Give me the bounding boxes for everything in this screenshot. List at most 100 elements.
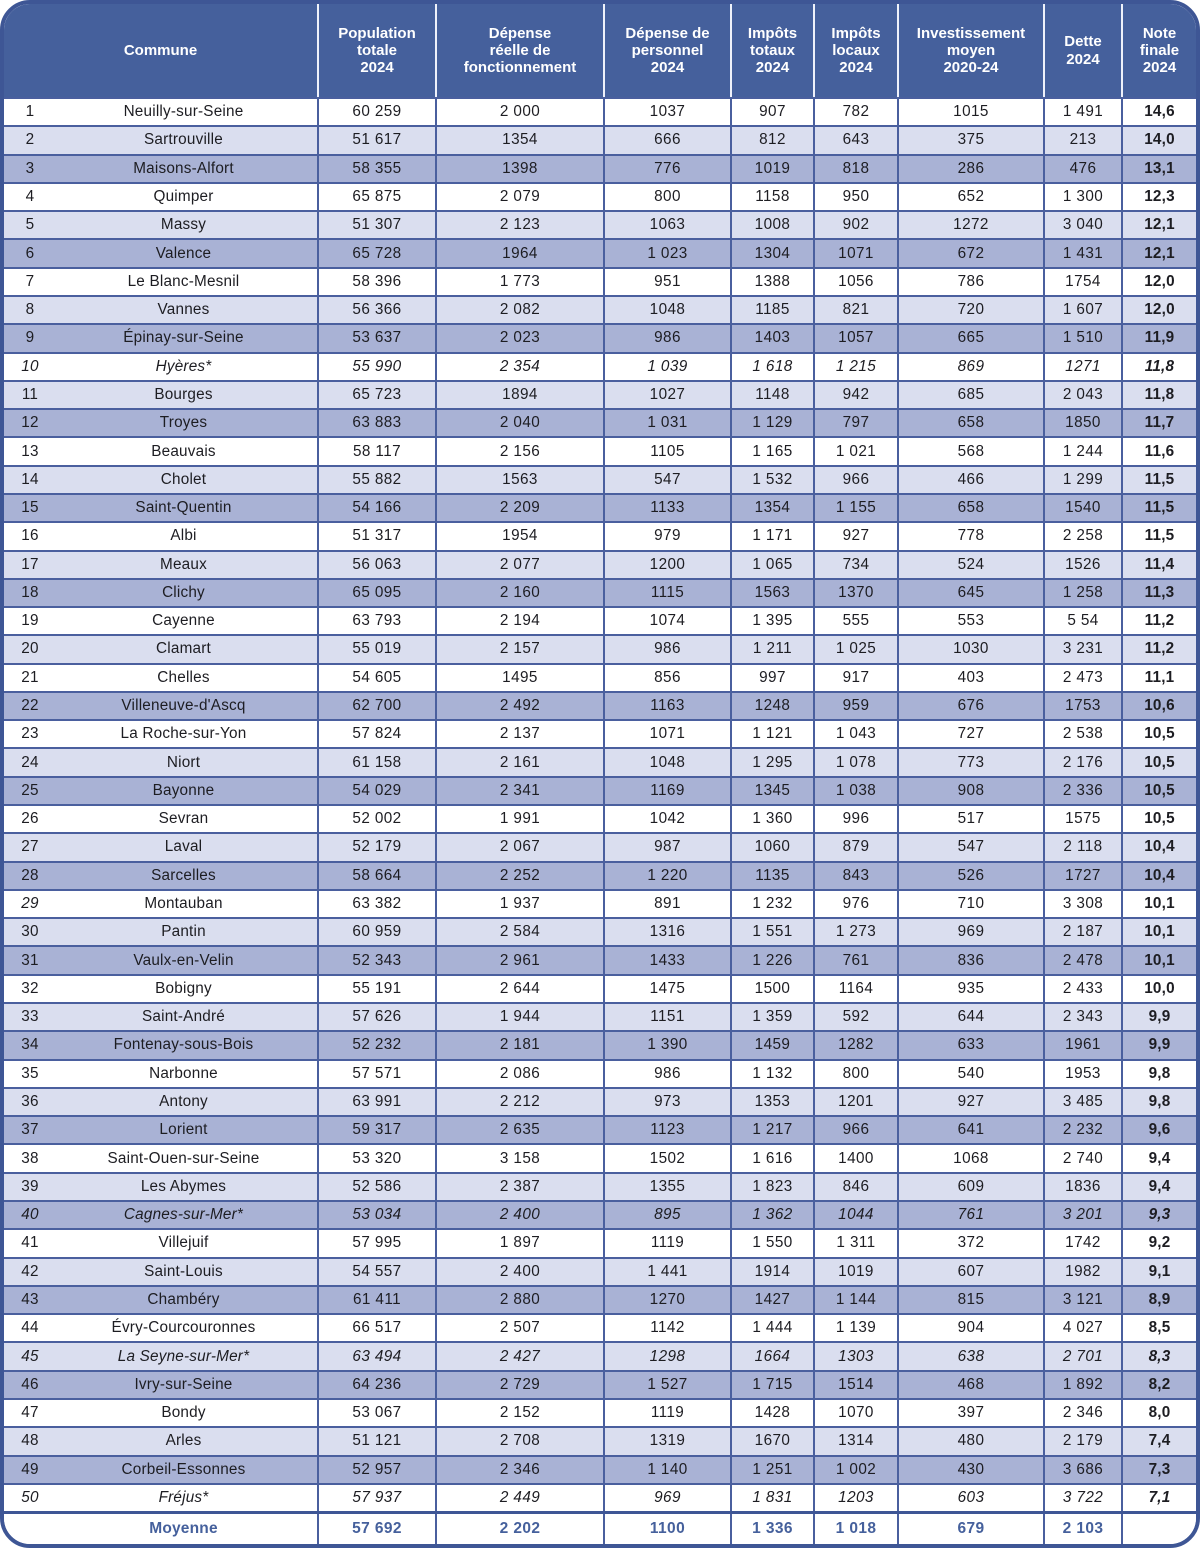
depense-reelle-cell: 2 341 bbox=[437, 777, 605, 805]
population-cell: 52 002 bbox=[319, 806, 437, 833]
impots-totaux-cell: 1 831 bbox=[732, 1484, 815, 1512]
impots-totaux-cell: 1427 bbox=[732, 1286, 815, 1314]
commune-name: Saint-Ouen-sur-Seine bbox=[107, 1149, 260, 1167]
impots-locaux-cell: 1 155 bbox=[815, 494, 899, 522]
depense-personnel-cell: 951 bbox=[605, 268, 732, 295]
impots-locaux-cell: 1 139 bbox=[815, 1315, 899, 1342]
commune-name: Hyères* bbox=[155, 357, 212, 375]
impots-locaux-cell: 1201 bbox=[815, 1088, 899, 1116]
impots-totaux-cell: 1664 bbox=[732, 1343, 815, 1370]
commune-name: Massy bbox=[160, 216, 207, 234]
commune-cell: 25 Bayonne bbox=[4, 777, 319, 805]
depense-reelle-cell: 2 961 bbox=[437, 947, 605, 974]
commune-name: Cholet bbox=[160, 470, 207, 488]
table-row-lorient: 37 Lorient 59 317 2 635 1123 1 217 966 641 2 232… bbox=[4, 1115, 1196, 1144]
impots-totaux-cell: 1500 bbox=[732, 975, 815, 1002]
impots-totaux-cell: 1 395 bbox=[732, 608, 815, 635]
depense-personnel-cell: 987 bbox=[605, 834, 732, 861]
note-finale-cell: 9,9 bbox=[1148, 1008, 1171, 1026]
impots-locaux-cell: 1164 bbox=[815, 975, 899, 1002]
investissement-cell: 658 bbox=[899, 410, 1045, 437]
table-row-quimper: 4 Quimper 65 875 2 079 800 1158 950 652 1 300 12,… bbox=[4, 181, 1196, 211]
population-cell: 54 166 bbox=[319, 494, 437, 522]
dette-cell: 1742 bbox=[1045, 1230, 1123, 1257]
population-cell: 66 517 bbox=[319, 1315, 437, 1342]
table-row-ivry-sur-seine: 46 Ivry-sur-Seine 64 236 2 729 1 527 1 715 151… bbox=[4, 1369, 1196, 1398]
investissement-cell: 720 bbox=[899, 296, 1045, 324]
impots-totaux-cell: 1914 bbox=[732, 1258, 815, 1285]
column-header-depense: Dépense réelle de fonctionnement bbox=[437, 4, 605, 97]
impots-locaux-cell: 1 273 bbox=[815, 919, 899, 946]
commune-cell: 39 Les Abymes bbox=[4, 1173, 319, 1200]
commune-name: Albi bbox=[170, 527, 197, 545]
investissement-cell: 526 bbox=[899, 862, 1045, 889]
population-cell: 55 019 bbox=[319, 636, 437, 663]
commune-name: Sartrouville bbox=[144, 131, 223, 149]
investissement-cell: 672 bbox=[899, 240, 1045, 267]
commune-cell: 14 Cholet bbox=[4, 466, 319, 493]
dette-cell: 2 701 bbox=[1045, 1343, 1123, 1370]
depense-reelle-cell: 2 160 bbox=[437, 579, 605, 607]
impots-locaux-cell: 1203 bbox=[815, 1484, 899, 1512]
note-finale-cell: 11,5 bbox=[1144, 499, 1175, 517]
depense-reelle-cell: 2 067 bbox=[437, 834, 605, 861]
table-row-cayenne: 19 Cayenne 63 793 2 194 1074 1 395 555 553 5 54 1… bbox=[4, 606, 1196, 635]
impots-locaux-cell: 1 021 bbox=[815, 438, 899, 465]
impots-locaux-cell: 1314 bbox=[815, 1428, 899, 1455]
column-header-population: Population totale 2024 bbox=[319, 4, 437, 97]
column-header-note: Note finale 2024 bbox=[1139, 24, 1180, 77]
dette-cell: 1 510 bbox=[1045, 325, 1123, 352]
table-row-beauvais: 13 Beauvais 58 117 2 156 1105 1 165 1 021 568 1 … bbox=[4, 436, 1196, 465]
depense-personnel-cell: 1063 bbox=[605, 212, 732, 239]
population-cell: 64 236 bbox=[319, 1371, 437, 1398]
impots-locaux-cell: 761 bbox=[815, 947, 899, 974]
dette-cell: 3 231 bbox=[1045, 636, 1123, 663]
commune-cell: 2 Sartrouville bbox=[4, 127, 319, 154]
investissement-average-cell: 679 bbox=[899, 1514, 1045, 1544]
commune-cell: 19 Cayenne bbox=[4, 608, 319, 635]
commune-name: Bondy bbox=[161, 1404, 206, 1422]
dette-cell: 1 244 bbox=[1045, 438, 1123, 465]
depense-personnel-cell: 1133 bbox=[605, 494, 732, 522]
table-row-epinay-sur-seine: 9 Épinay-sur-Seine 53 637 2 023 986 1403 1057 6… bbox=[4, 323, 1196, 352]
depense-reelle-cell: 1354 bbox=[437, 127, 605, 154]
commune-name: Antony bbox=[159, 1092, 208, 1110]
depense-personnel-cell: 1475 bbox=[605, 975, 732, 1002]
rank-number: 33 bbox=[21, 1008, 39, 1026]
note-finale-cell: 10,5 bbox=[1144, 810, 1175, 828]
dette-cell: 2 538 bbox=[1045, 721, 1123, 748]
average-label-cell: Moyenne bbox=[4, 1514, 319, 1544]
impots-locaux-cell: 1071 bbox=[815, 240, 899, 267]
rank-number: 17 bbox=[21, 555, 39, 573]
investissement-cell: 372 bbox=[899, 1230, 1045, 1257]
table-row-clamart: 20 Clamart 55 019 2 157 986 1 211 1 025 1030 3 2… bbox=[4, 634, 1196, 663]
impots-locaux-cell: 843 bbox=[815, 862, 899, 889]
impots-totaux-cell: 1388 bbox=[732, 268, 815, 295]
rank-number: 2 bbox=[25, 131, 35, 149]
investissement-cell: 710 bbox=[899, 890, 1045, 918]
investissement-cell: 480 bbox=[899, 1428, 1045, 1455]
note-finale-cell: 10,0 bbox=[1144, 979, 1175, 997]
depense-personnel-cell: 1 023 bbox=[605, 240, 732, 267]
population-cell: 65 723 bbox=[319, 381, 437, 409]
table-row-chambery: 43 Chambéry 61 411 2 880 1270 1427 1 144 815 3 1… bbox=[4, 1284, 1196, 1314]
table-row-la-roche-sur-yon: 23 La Roche-sur-Yon 57 824 2 137 1071 1 121 1 … bbox=[4, 719, 1196, 748]
note-finale-cell: 8,2 bbox=[1148, 1375, 1171, 1393]
depense-reelle-cell: 2 161 bbox=[437, 749, 605, 776]
impots-locaux-cell: 1 043 bbox=[815, 721, 899, 748]
depense-reelle-cell: 2 077 bbox=[437, 551, 605, 578]
impots-totaux-cell: 1 232 bbox=[732, 890, 815, 918]
impots-locaux-cell: 643 bbox=[815, 127, 899, 154]
note-finale-cell: 11,3 bbox=[1144, 583, 1175, 601]
commune-name: Laval bbox=[164, 838, 203, 856]
dette-cell: 2 336 bbox=[1045, 777, 1123, 805]
commune-name: Narbonne bbox=[149, 1064, 218, 1082]
population-average-cell: 57 692 bbox=[319, 1514, 437, 1544]
impots-totaux-cell: 1135 bbox=[732, 862, 815, 889]
table-row-hyeres: 10 Hyères* 55 990 2 354 1 039 1 618 1 215 869 12… bbox=[4, 351, 1196, 380]
commune-cell: 50 Fréjus* bbox=[4, 1484, 319, 1512]
population-cell: 57 626 bbox=[319, 1004, 437, 1031]
investissement-cell: 397 bbox=[899, 1399, 1045, 1427]
dette-cell: 1727 bbox=[1045, 862, 1123, 889]
commune-cell: 26 Sevran bbox=[4, 806, 319, 833]
